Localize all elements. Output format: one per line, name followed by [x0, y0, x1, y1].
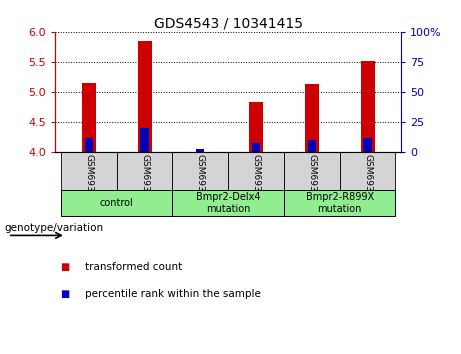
Title: GDS4543 / 10341415: GDS4543 / 10341415	[154, 17, 303, 31]
Bar	[284, 152, 340, 190]
Text: ■: ■	[60, 289, 69, 299]
Text: ■: ■	[60, 262, 69, 272]
Bar	[361, 61, 375, 152]
Bar	[249, 102, 263, 152]
Text: GSM693826: GSM693826	[140, 154, 149, 209]
Bar	[363, 138, 372, 152]
Text: control: control	[100, 198, 134, 208]
Bar	[61, 152, 117, 190]
Text: Bmpr2-R899X
mutation: Bmpr2-R899X mutation	[306, 192, 374, 214]
Bar	[137, 41, 152, 152]
Bar	[307, 140, 316, 152]
Bar	[172, 152, 228, 190]
Text: transformed count: transformed count	[85, 262, 183, 272]
Bar	[340, 152, 396, 190]
Bar	[140, 128, 149, 152]
Bar	[228, 152, 284, 190]
Text: percentile rank within the sample: percentile rank within the sample	[85, 289, 261, 299]
Bar	[252, 143, 260, 152]
Text: GSM693830: GSM693830	[363, 154, 372, 209]
Bar	[117, 152, 172, 190]
Bar	[172, 190, 284, 216]
Bar	[196, 149, 205, 152]
Text: GSM693827: GSM693827	[196, 154, 205, 209]
Bar	[85, 138, 93, 152]
Bar	[61, 190, 172, 216]
Bar	[284, 190, 396, 216]
Bar	[82, 83, 96, 152]
Text: GSM693828: GSM693828	[252, 154, 260, 209]
Text: Bmpr2-Delx4
mutation: Bmpr2-Delx4 mutation	[196, 192, 260, 214]
Text: GSM693825: GSM693825	[84, 154, 93, 209]
Text: genotype/variation: genotype/variation	[5, 223, 104, 233]
Bar	[305, 84, 319, 152]
Text: GSM693829: GSM693829	[307, 154, 316, 209]
